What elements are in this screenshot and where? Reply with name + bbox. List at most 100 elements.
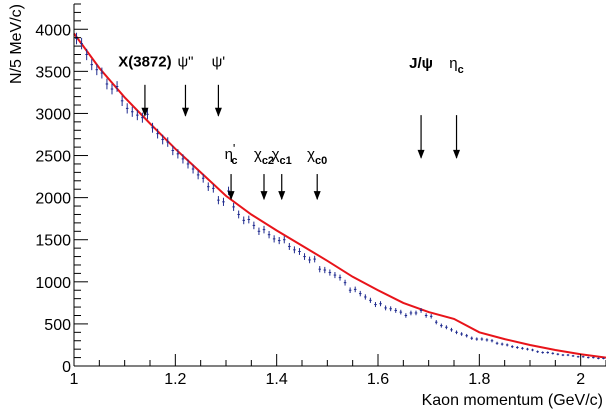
data-point [440,323,443,328]
data-point [161,134,164,145]
y-tick-label: 2000 [35,191,71,208]
data-point [262,225,266,234]
annotation-arrow-head [141,107,149,117]
data-point [207,182,210,191]
data-point [227,186,230,196]
data-point [100,67,104,79]
data-point [404,313,408,318]
data-point [328,269,332,276]
data-point [551,352,555,355]
data-point [475,337,479,341]
data-point [338,274,342,281]
data-point [516,346,519,349]
data-point [75,32,78,45]
data-point [566,353,570,357]
data-point [435,320,438,325]
data-point [110,83,114,95]
y-tick-label: 1500 [35,233,71,250]
data-point [252,221,256,230]
data-point [323,266,327,274]
data-point [288,242,291,250]
annotation-arrow-head [278,191,286,201]
data-point [176,149,180,159]
y-tick-label: 500 [44,317,71,334]
annotation-arrow-head [227,191,235,201]
annotation-label: ψ" [177,53,193,70]
data-point [186,159,190,169]
annotation-c2: χc2 [254,146,274,201]
data-point [445,325,448,330]
annotation-label: χc1 [272,146,292,167]
data-point [201,173,205,183]
data-point [556,353,560,356]
annotation-arrow-head [313,191,321,201]
annotation-: ψ' [212,53,225,117]
x-tick-label: 1.8 [468,371,490,388]
data-point [272,235,276,243]
y-tick-label: 0 [62,359,71,376]
data-point [480,337,484,341]
data-point [242,216,245,225]
data-point [277,236,281,245]
x-tick-label: 1 [70,371,79,388]
data-point [308,256,311,264]
annotation-c1: χc1 [272,146,292,201]
y-axis-title: N/5 MeV/c) [8,4,25,84]
data-point [247,215,251,224]
data-point [470,336,473,340]
data-point [592,356,595,359]
annotation-X3872: X(3872) [118,53,172,117]
annotation-label: X(3872) [118,53,171,70]
x-tick-label: 2 [576,371,585,388]
annotation-label: J/ψ [409,55,433,72]
data-point [399,309,403,315]
y-tick-label: 3000 [35,106,71,123]
data-point [303,253,306,260]
data-point [374,302,377,308]
annotation-label: χc0 [307,146,327,167]
data-point [359,290,362,297]
annotation-c0: χc0 [307,146,327,201]
data-point [419,308,423,313]
data-point [333,272,337,279]
data-point [125,103,129,114]
data-point [394,308,397,313]
data-point [232,202,235,211]
data-point [511,345,514,349]
annotation-c: η' c [225,141,238,201]
data-point [141,112,144,123]
x-axis-title: Kaon momentum (GeV/c) [422,392,603,409]
data-point [424,313,428,318]
data-point [313,255,316,263]
data-point [85,48,88,61]
annotation-: ψ" [177,53,193,117]
data-point [455,330,458,335]
data-point [131,106,134,117]
data-point [364,294,367,300]
data-point [217,196,220,205]
data-point [166,137,169,147]
annotation-arrow-head [260,191,268,201]
data-point [136,110,139,121]
annotation-J: J/ψ [409,55,433,159]
data-point [348,287,352,294]
data-point [146,109,149,120]
y-tick-label: 1000 [35,275,71,292]
data-point [318,266,321,273]
data-point [267,231,271,239]
x-tick-label: 1.2 [164,371,186,388]
data-point [384,305,387,311]
data-point [414,310,418,316]
data-point [151,122,154,133]
data-point [389,306,392,312]
annotation-c: ηc [449,55,464,159]
axes-layer: 1 1.2 1.4 1.6 1.8 2 0 500 1000 1500 2000 2500 3000 35… [35,3,606,388]
x-tick-label: 1.4 [266,371,288,388]
data-point [181,154,185,164]
data-point [222,197,225,206]
data-point [526,347,529,351]
y-tick-label: 4000 [35,22,71,39]
annotation-label: χc2 [254,146,274,167]
data-point [196,170,200,180]
